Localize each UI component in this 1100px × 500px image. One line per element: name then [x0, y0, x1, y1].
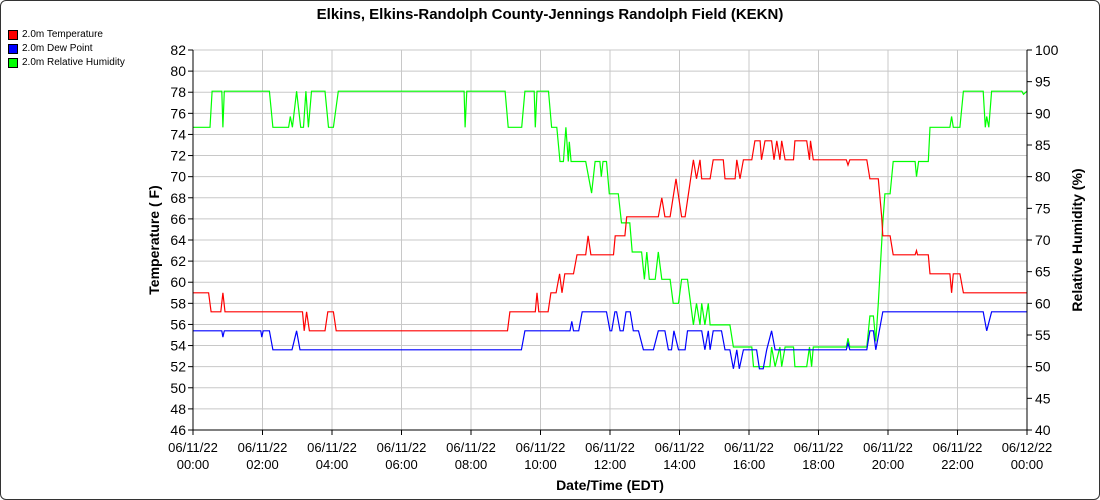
y-tick-label: 82: [170, 42, 186, 58]
y-tick-label: 48: [170, 401, 186, 417]
legend-item-relative-humidity: 2.0m Relative Humidity: [8, 56, 125, 70]
y-tick-label: 50: [170, 380, 186, 396]
x-tick-label-time: 18:00: [802, 457, 835, 472]
x-tick-label-time: 14:00: [663, 457, 696, 472]
y-tick-label: 54: [170, 338, 186, 354]
y2-tick-label: 45: [1035, 390, 1051, 406]
series-line-m-relative-humidity: [193, 90, 1028, 368]
y2-tick-label: 50: [1035, 359, 1051, 375]
y2-tick-label: 80: [1035, 169, 1051, 185]
y2-tick-label: 90: [1035, 105, 1051, 121]
x-tick-label-date: 06/11/22: [585, 440, 635, 455]
x-tick-label-time: 06:00: [385, 457, 418, 472]
legend-item-dew-point: 2.0m Dew Point: [8, 42, 125, 56]
y-tick-label: 74: [170, 126, 186, 142]
legend-swatch-dew-point: [8, 44, 18, 54]
y-tick-label: 80: [170, 63, 186, 79]
x-tick-label-date: 06/11/22: [307, 440, 357, 455]
y-tick-label: 64: [170, 232, 186, 248]
x-tick-label-time: 00:00: [177, 457, 210, 472]
x-tick-label-date: 06/11/22: [794, 440, 844, 455]
y-tick-label: 60: [170, 274, 186, 290]
y2-tick-label: 85: [1035, 137, 1051, 153]
legend-swatch-temperature: [8, 30, 18, 40]
y2-tick-label: 40: [1035, 422, 1051, 438]
legend: 2.0m Temperature 2.0m Dew Point 2.0m Rel…: [8, 28, 125, 70]
x-tick-label-time: 00:00: [1011, 457, 1044, 472]
y-tick-label: 72: [170, 148, 186, 164]
y2-tick-label: 60: [1035, 295, 1051, 311]
x-tick-label-date: 06/11/22: [724, 440, 774, 455]
y-tick-label: 78: [170, 84, 186, 100]
y2-tick-label: 95: [1035, 74, 1051, 90]
x-tick-label-date: 06/11/22: [446, 440, 496, 455]
y-tick-label: 66: [170, 211, 186, 227]
y-tick-label: 52: [170, 359, 186, 375]
y2-tick-label: 55: [1035, 327, 1051, 343]
x-tick-label-time: 02:00: [246, 457, 279, 472]
x-tick-label-date: 06/11/22: [238, 440, 288, 455]
x-tick-label-time: 12:00: [594, 457, 627, 472]
series-line-m-temperature: [193, 140, 1027, 332]
legend-label: 2.0m Dew Point: [22, 43, 93, 54]
y-tick-label: 46: [170, 422, 186, 438]
x-tick-label-date: 06/11/22: [863, 440, 913, 455]
y-tick-label: 62: [170, 253, 186, 269]
x-tick-label-date: 06/12/22: [1002, 440, 1053, 455]
y-axis-title: Temperature ( F): [146, 185, 162, 294]
y2-axis-title: Relative Humidity (%): [1069, 168, 1085, 311]
legend-swatch-relative-humidity: [8, 58, 18, 68]
x-tick-label-date: 06/11/22: [655, 440, 705, 455]
y-tick-label: 68: [170, 190, 186, 206]
y-tick-label: 56: [170, 316, 186, 332]
y-tick-label: 76: [170, 105, 186, 121]
legend-label: 2.0m Temperature: [22, 29, 103, 40]
x-tick-label-time: 22:00: [941, 457, 974, 472]
x-tick-label-time: 10:00: [524, 457, 557, 472]
x-tick-label-time: 20:00: [872, 457, 905, 472]
x-tick-label-time: 04:00: [316, 457, 349, 472]
y2-tick-label: 65: [1035, 264, 1051, 280]
x-tick-label-date: 06/11/22: [933, 440, 983, 455]
legend-label: 2.0m Relative Humidity: [22, 57, 125, 68]
y2-tick-label: 75: [1035, 200, 1051, 216]
legend-item-temperature: 2.0m Temperature: [8, 28, 125, 42]
x-axis-title: Date/Time (EDT): [556, 477, 664, 493]
x-tick-label-date: 06/11/22: [168, 440, 218, 455]
chart-title: Elkins, Elkins-Randolph County-Jennings …: [317, 6, 784, 23]
y-tick-label: 70: [170, 169, 186, 185]
y-tick-label: 58: [170, 295, 186, 311]
x-tick-label-date: 06/11/22: [377, 440, 427, 455]
x-tick-label-time: 16:00: [733, 457, 766, 472]
series-line-m-dew-point: [193, 311, 1027, 370]
x-tick-label-time: 08:00: [455, 457, 488, 472]
x-tick-label-date: 06/11/22: [516, 440, 566, 455]
y2-tick-label: 70: [1035, 232, 1051, 248]
y2-tick-label: 100: [1035, 42, 1059, 58]
